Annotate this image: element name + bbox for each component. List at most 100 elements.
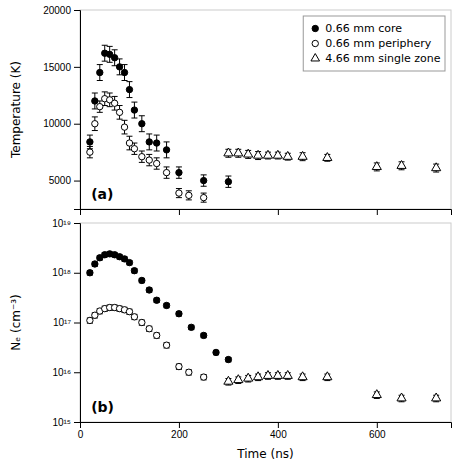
legend: 0.66 mm core 0.66 mm periphery 4.66 mm sin…: [303, 16, 445, 71]
point: [397, 161, 406, 169]
x-tick-label: 200: [171, 429, 188, 440]
x-tick-label: 600: [369, 429, 386, 440]
y-tick-label: 10000: [43, 118, 71, 129]
point: [234, 375, 243, 383]
panel-label: (b): [91, 399, 114, 415]
point: [254, 372, 263, 380]
point: [298, 151, 307, 159]
point: [121, 124, 127, 130]
error-bar: [164, 167, 170, 178]
y-tick-label: 10¹⁶: [52, 367, 71, 378]
point: [139, 277, 145, 283]
legend-label: 4.66 mm single zone: [325, 52, 440, 65]
point: [283, 151, 292, 159]
point: [116, 64, 122, 70]
point: [153, 140, 159, 146]
point: [126, 259, 132, 265]
x-tick: 200: [171, 422, 188, 440]
legend-symbol: [312, 25, 318, 31]
error-bar: [146, 326, 152, 331]
point: [176, 363, 182, 369]
error-bar: [117, 106, 123, 120]
error-bar: [225, 176, 231, 187]
y-tick-label: 5000: [49, 175, 72, 186]
x-tick-label: 0: [78, 429, 84, 440]
error-bar: [87, 146, 93, 157]
y-axis-title: Temperature (K): [9, 61, 23, 159]
y-tick-mark: [74, 323, 80, 324]
point: [153, 332, 159, 338]
error-bar: [176, 189, 182, 198]
error-bar: [92, 313, 98, 318]
point: [139, 319, 145, 325]
point: [372, 390, 381, 398]
y-tick-mark: [74, 422, 80, 423]
panel: 5000100001500020000(a)Temperature (K)0.6…: [9, 5, 452, 215]
error-bar: [87, 318, 93, 323]
x-tick: 0: [78, 422, 84, 440]
y-tick: 10000: [43, 118, 80, 129]
x-tick-mark: [377, 209, 378, 215]
x-tick-mark: [179, 422, 180, 428]
error-bar: [126, 309, 132, 314]
marks: [87, 251, 441, 402]
y-tick-label: 10¹⁵: [52, 417, 71, 428]
y-tick: 10¹⁵: [52, 417, 80, 428]
point: [139, 121, 145, 127]
point: [188, 324, 194, 330]
point: [200, 194, 206, 200]
point: [176, 311, 182, 317]
x-tick-mark: [278, 422, 279, 428]
legend-item: 4.66 mm single zone: [311, 52, 441, 65]
point: [273, 370, 282, 378]
x-tick-mark: [278, 209, 279, 215]
y-axis: 10¹⁵10¹⁶10¹⁷10¹⁸10¹⁹: [52, 218, 80, 428]
point: [200, 374, 206, 380]
legend-item: 0.66 mm core: [312, 22, 402, 35]
point: [225, 179, 231, 185]
error-bar: [186, 191, 192, 200]
series: [224, 370, 441, 401]
y-axis-line: [74, 224, 81, 423]
point: [116, 109, 122, 115]
y-tick: 15000: [43, 62, 80, 73]
series: [224, 148, 441, 172]
x-axis-title: Time (ns): [236, 447, 293, 461]
point: [273, 150, 282, 158]
y-tick: 10¹⁸: [52, 267, 80, 278]
point: [432, 163, 441, 171]
plot-frame: [80, 10, 451, 209]
legend-item: 0.66 mm periphery: [312, 37, 432, 50]
point: [121, 69, 127, 75]
series: [87, 45, 232, 187]
error-bar: [146, 134, 152, 150]
legend-label: 0.66 mm periphery: [325, 37, 431, 50]
point: [200, 332, 206, 338]
point: [131, 267, 137, 273]
y-axis-line: [74, 11, 81, 210]
point: [234, 148, 243, 156]
y-tick-label: 10¹⁷: [53, 317, 71, 328]
point: [323, 372, 332, 380]
y-tick-mark: [74, 67, 80, 68]
point: [186, 369, 192, 375]
y-tick-mark: [74, 273, 80, 274]
series: [87, 92, 207, 202]
point: [111, 100, 117, 106]
y-tick-label: 20000: [43, 5, 71, 16]
point: [146, 139, 152, 145]
point: [131, 146, 137, 152]
point: [283, 370, 292, 378]
plot-frame: [80, 223, 451, 422]
y-tick-mark: [74, 124, 80, 125]
y-tick: 10¹⁶: [52, 367, 80, 378]
x-tick: 600: [369, 422, 386, 440]
point: [372, 162, 381, 170]
y-tick-mark: [74, 181, 80, 182]
error-bar: [176, 167, 182, 178]
x-tick: [377, 209, 378, 215]
error-bar: [146, 154, 152, 165]
point: [139, 153, 145, 159]
y-axis: 5000 10000 15000 20000: [43, 5, 80, 210]
point: [163, 147, 169, 153]
